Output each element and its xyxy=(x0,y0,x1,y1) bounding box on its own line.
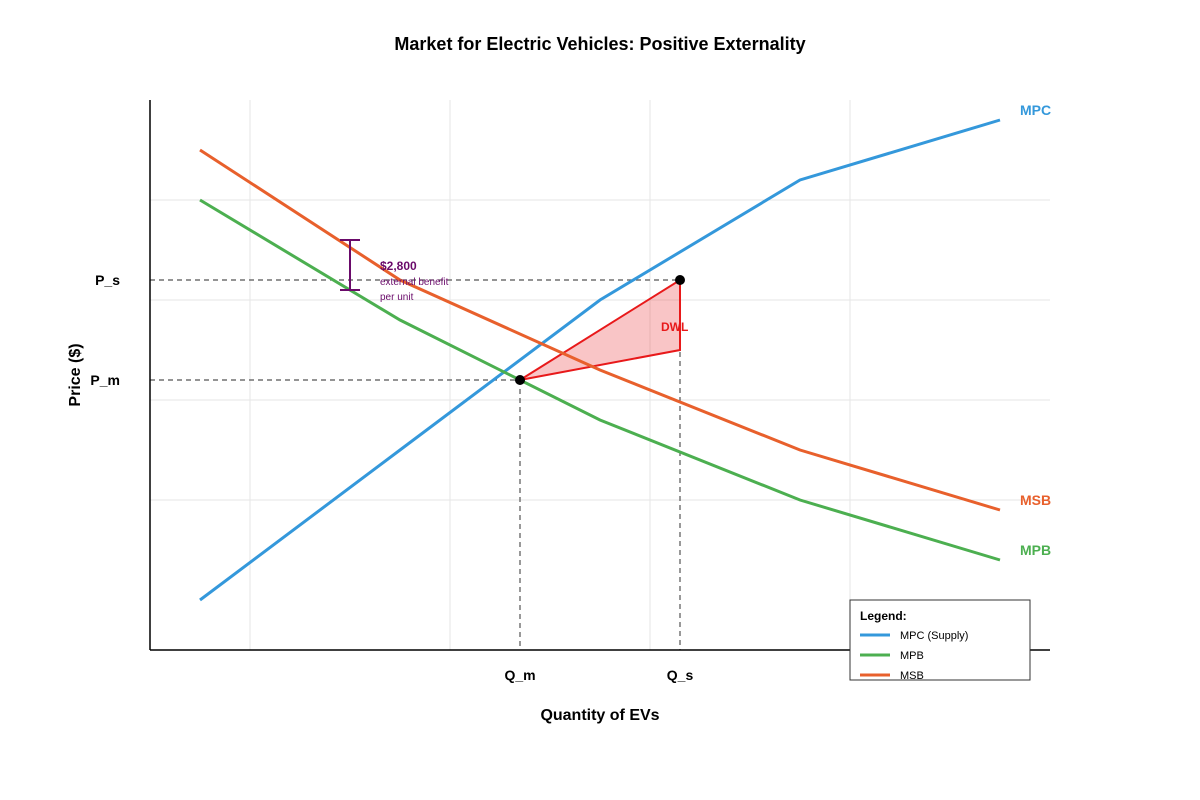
external-benefit-text: external benefit xyxy=(380,277,449,288)
y-axis-label: Price ($) xyxy=(67,343,84,406)
series-lines xyxy=(199,118,1001,602)
external-benefit-text-2: per unit xyxy=(380,292,414,303)
annotations: $2,800 external benefit per unit xyxy=(340,239,685,385)
grid xyxy=(150,100,1050,650)
series-line-mpb xyxy=(199,198,1001,562)
tick-labels: P_m Q_m P_s Q_s xyxy=(90,272,693,683)
external-benefit-value: $2,800 xyxy=(380,259,417,273)
legend-label-msb: MSB xyxy=(900,670,924,682)
axes xyxy=(149,100,1050,651)
market-equilibrium-point xyxy=(515,375,525,385)
series-line-msb xyxy=(199,148,1001,512)
dwl-label: DWL xyxy=(661,320,688,334)
x-axis-label: Quantity of EVs xyxy=(540,707,659,724)
x-tick-label: Q_s xyxy=(667,667,694,683)
series-label-mpc: MPC xyxy=(1020,102,1051,118)
legend-label-mpc: MPC (Supply) xyxy=(900,630,968,642)
chart-title: Market for Electric Vehicles: Positive E… xyxy=(394,34,805,54)
series-label-msb: MSB xyxy=(1020,492,1051,508)
series-line-mpc xyxy=(199,118,1001,602)
legend-title: Legend: xyxy=(860,609,907,623)
social-optimum-point xyxy=(675,275,685,285)
y-tick-label: P_s xyxy=(95,272,120,288)
legend-box xyxy=(849,599,1031,681)
guide-lines xyxy=(150,279,681,650)
legend-label-mpb: MPB xyxy=(900,650,924,662)
x-tick-label: Q_m xyxy=(504,667,535,683)
y-tick-label: P_m xyxy=(90,372,120,388)
series-labels: MPC MPB MSB xyxy=(1020,102,1051,558)
dwl-triangle xyxy=(519,278,681,381)
dwl-region: DWL xyxy=(519,278,688,381)
series-label-mpb: MPB xyxy=(1020,542,1051,558)
legend: Legend: MPC (Supply) MPB MSB xyxy=(849,599,1031,682)
